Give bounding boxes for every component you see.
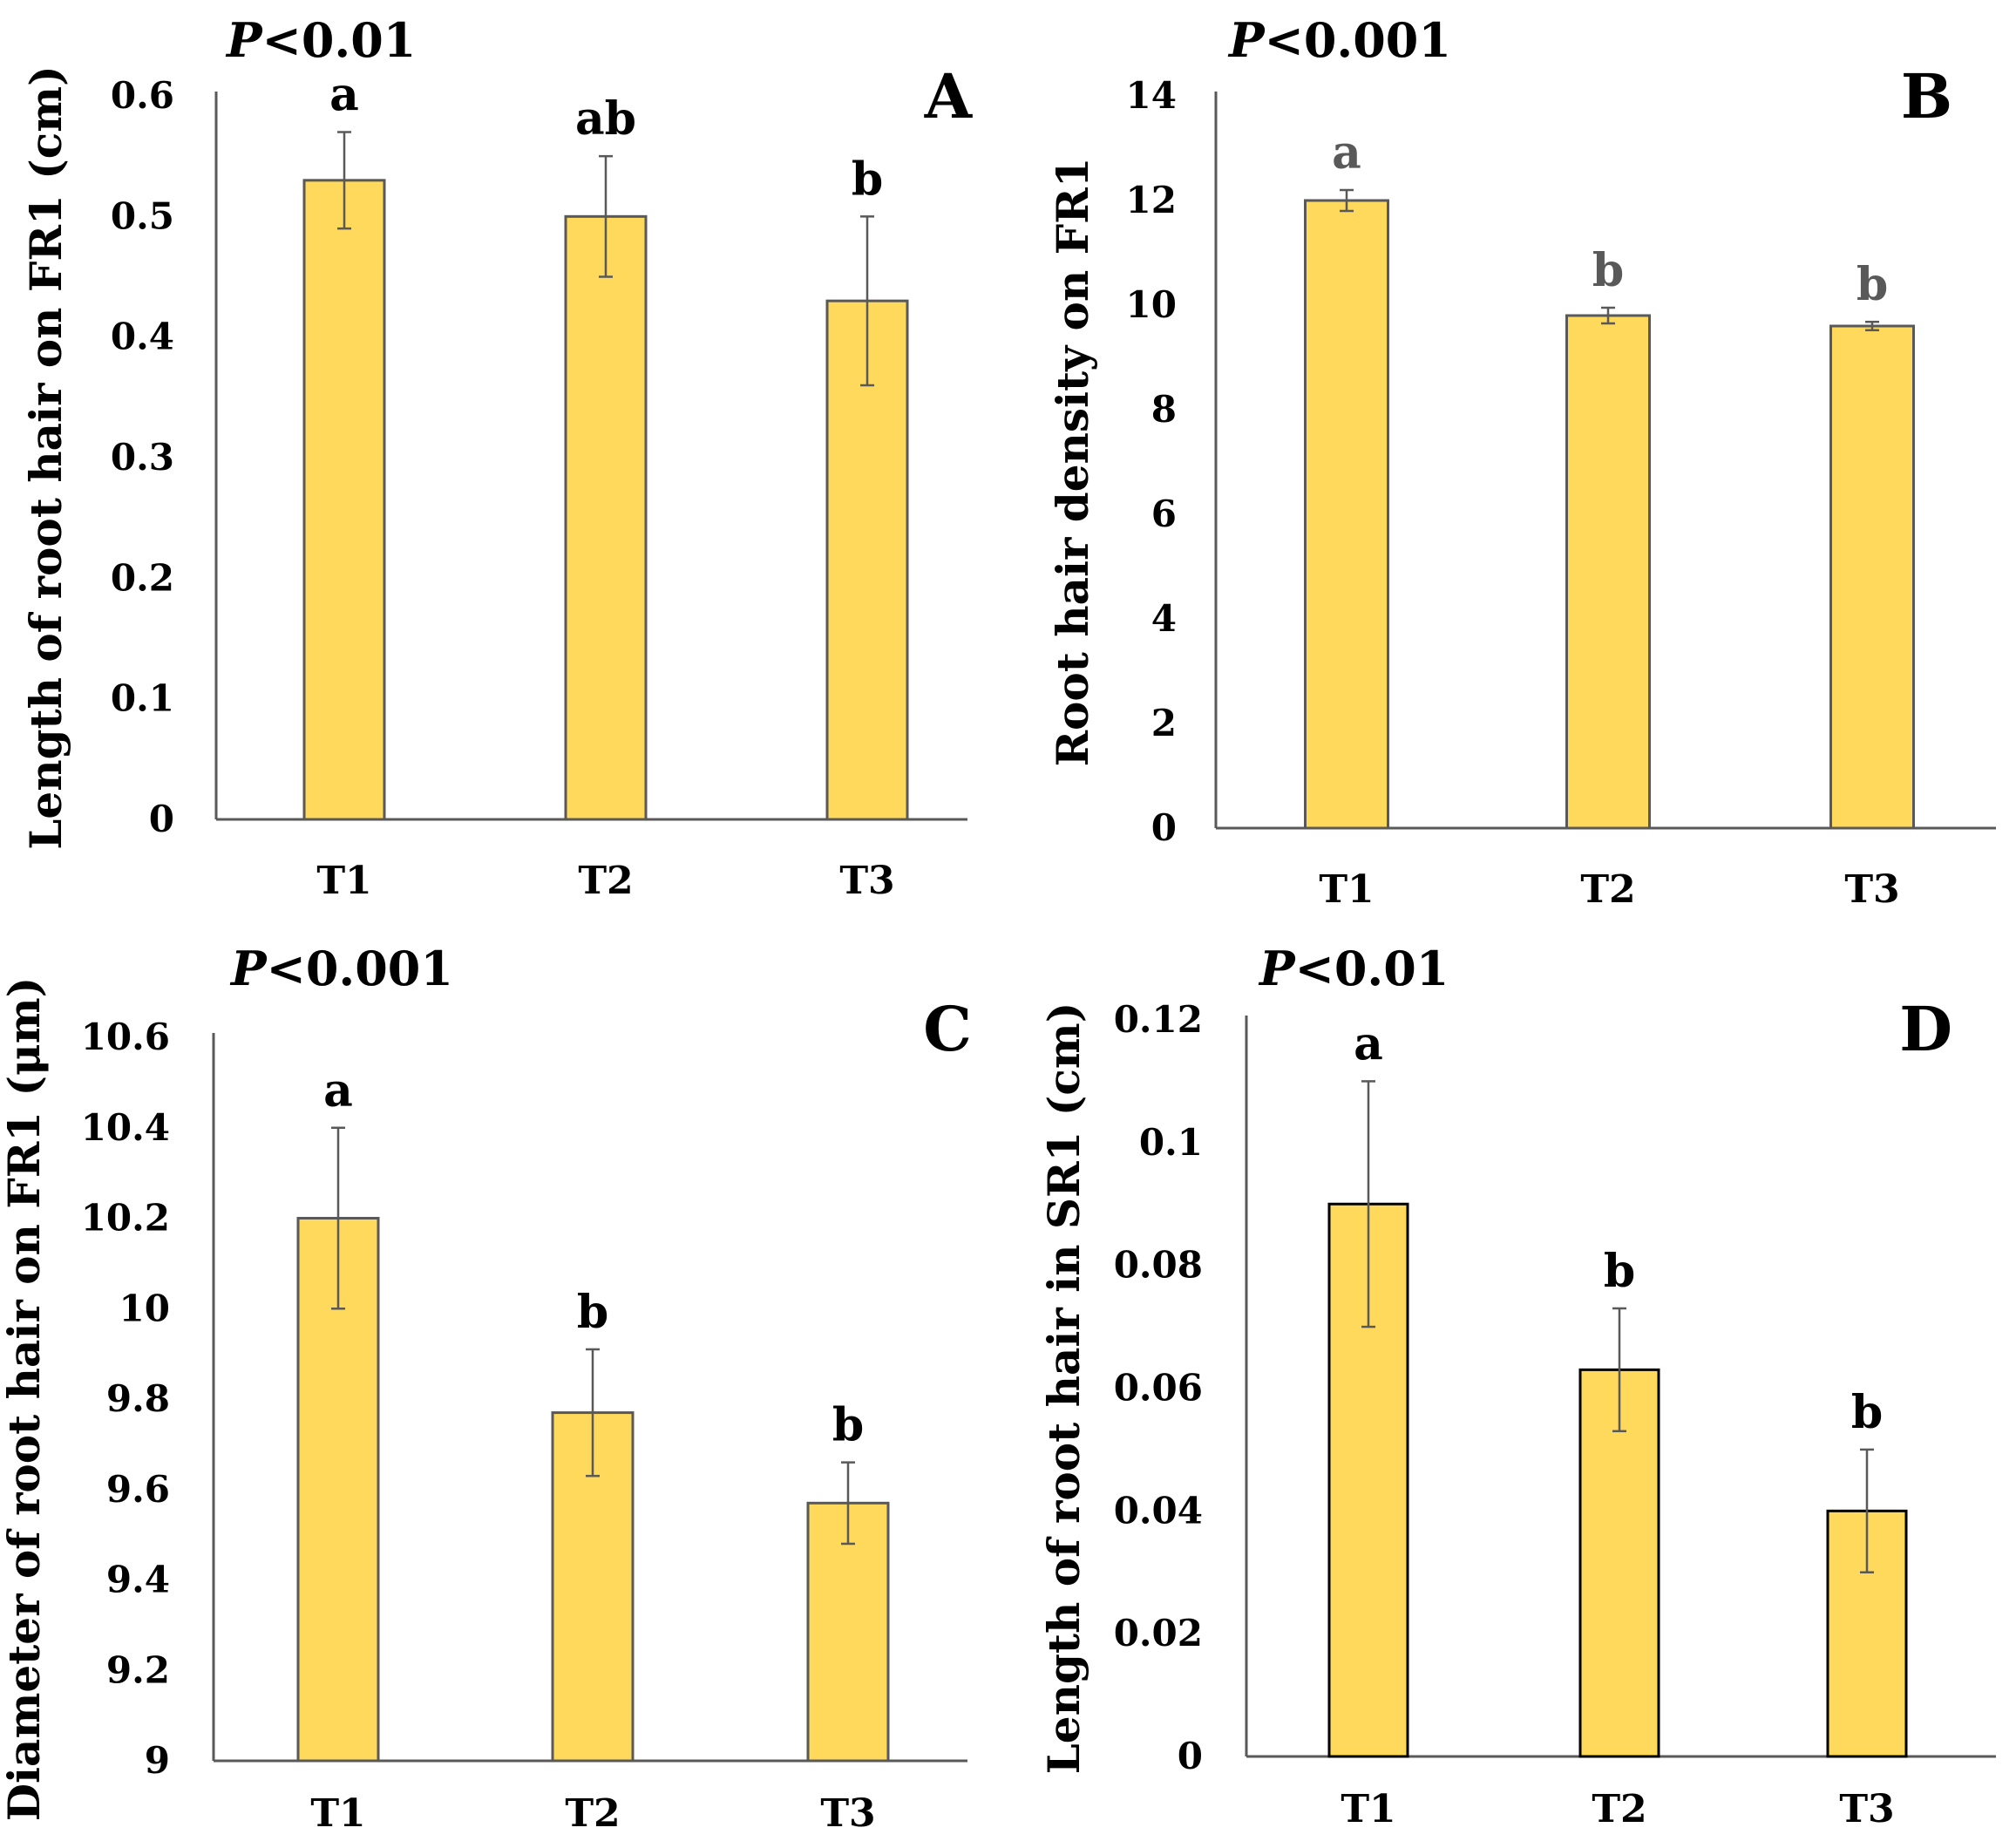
significance-letter-t2: ab	[575, 92, 636, 146]
x-tick-label-t2: T2	[565, 1791, 620, 1836]
y-axis-label: Length of root hair on FR1 (cm)	[20, 65, 71, 849]
x-tick-label-t1: T1	[310, 1791, 365, 1836]
y-tick-label: 9.6	[106, 1468, 170, 1511]
y-tick-label: 9.8	[106, 1377, 170, 1420]
bar-t1	[1304, 199, 1389, 830]
significance-letter-t1: a	[1354, 1017, 1383, 1070]
y-tick-label: 0.3	[111, 436, 174, 479]
p-value-label: P<0.001	[229, 941, 453, 996]
y-tick-label: 4	[1151, 597, 1177, 640]
x-tick-label-t2: T2	[1580, 867, 1635, 912]
bar-t3	[1829, 324, 1915, 830]
x-tick-label-t2: T2	[578, 859, 633, 903]
significance-letter-t1: a	[329, 69, 359, 122]
y-axis-label: Length of root hair in SR1 (cm)	[1038, 1002, 1089, 1775]
significance-letter-t3: b	[852, 153, 883, 206]
x-tick-label-t1: T1	[1319, 867, 1374, 912]
y-tick-label: 0	[1178, 1735, 1203, 1777]
bar-t3	[825, 299, 909, 821]
chart-panel-c: 9 9.2 9.4 9.6 9.8 10 10.2 10.4 10.6 Diameter of r…	[0, 941, 972, 1836]
y-tick-label: 14	[1126, 74, 1177, 117]
x-tick-label-t1: T1	[316, 859, 371, 903]
p-value-symbol: P	[225, 12, 263, 68]
panel-letter: B	[1901, 60, 1952, 132]
bar-t1	[302, 179, 386, 821]
chart-panel-a: 0 0.1 0.2 0.3 0.4 0.5 0.6 Length of root hair o…	[20, 12, 974, 903]
p-value-symbol: P	[1258, 941, 1296, 996]
bar-t2	[1565, 314, 1651, 830]
x-tick-label-t3: T3	[820, 1791, 875, 1836]
p-value-label: P<0.01	[1258, 941, 1449, 996]
x-tick-label-t3: T3	[839, 859, 894, 903]
p-value-label: P<0.001	[1227, 12, 1451, 68]
y-tick-label: 2	[1151, 702, 1177, 744]
y-tick-label: 0.1	[111, 677, 174, 720]
y-tick-label: 9.2	[106, 1648, 170, 1691]
significance-letter-t1: a	[1332, 126, 1361, 180]
significance-letter-t1: a	[323, 1064, 353, 1118]
significance-letter-t3: b	[832, 1399, 864, 1452]
p-value-threshold: <0.01	[1295, 941, 1449, 996]
y-tick-label: 10.4	[81, 1106, 170, 1149]
y-tick-label: 9.4	[106, 1559, 170, 1601]
y-tick-label: 0.08	[1114, 1244, 1203, 1287]
significance-letter-t3: b	[1851, 1386, 1883, 1439]
y-tick-label: 0.12	[1114, 998, 1203, 1041]
p-value-threshold: <0.001	[267, 941, 453, 996]
y-tick-label: 9	[145, 1739, 170, 1782]
p-value-label: P<0.01	[225, 12, 416, 68]
significance-letter-t2: b	[1592, 244, 1624, 297]
significance-letter-t2: b	[1604, 1245, 1635, 1298]
y-tick-label: 0.1	[1139, 1121, 1203, 1164]
p-value-symbol: P	[229, 941, 268, 996]
y-tick-label: 0.02	[1114, 1612, 1203, 1654]
x-tick-label-t3: T3	[1839, 1787, 1894, 1831]
y-tick-label: 10.2	[81, 1197, 170, 1240]
significance-letter-t2: b	[577, 1286, 608, 1339]
bar-t2	[564, 214, 648, 821]
y-tick-label: 0	[149, 798, 174, 840]
y-tick-label: 6	[1151, 493, 1177, 535]
x-tick-label-t2: T2	[1592, 1787, 1646, 1831]
x-tick-label-t3: T3	[1844, 867, 1899, 912]
p-value-threshold: <0.001	[1265, 12, 1451, 68]
x-tick-label-t1: T1	[1341, 1787, 1395, 1831]
p-value-threshold: <0.01	[262, 12, 417, 68]
significance-letter-t3: b	[1856, 258, 1888, 311]
panel-letter: C	[923, 993, 972, 1065]
panel-letter: A	[924, 60, 974, 132]
y-tick-label: 10.6	[81, 1016, 170, 1058]
y-tick-label: 8	[1151, 388, 1177, 431]
y-axis-label: Diameter of root hair on FR1 (μm)	[0, 977, 50, 1822]
y-tick-label: 0.4	[111, 316, 174, 358]
y-tick-label: 0.04	[1114, 1489, 1203, 1532]
y-tick-label: 10	[1126, 283, 1177, 326]
panel-letter: D	[1899, 993, 1952, 1065]
chart-panel-d: 0 0.02 0.04 0.06 0.08 0.1 0.12 Length of root h…	[1038, 941, 1996, 1831]
y-tick-label: 0.6	[111, 74, 174, 117]
y-tick-label: 0.5	[111, 194, 174, 237]
chart-panel-b: 0 2 4 6 8 10 12 14 Root hair density on FR1 P<0.0…	[1047, 12, 1996, 912]
bar-t2	[1578, 1368, 1660, 1758]
y-tick-label: 0.2	[111, 556, 174, 599]
y-axis-label: Root hair density on FR1	[1047, 157, 1098, 766]
y-tick-label: 10	[119, 1287, 170, 1329]
y-tick-label: 0.06	[1114, 1367, 1203, 1410]
y-tick-label: 12	[1126, 179, 1177, 221]
p-value-symbol: P	[1227, 12, 1266, 68]
y-tick-label: 0	[1151, 806, 1177, 849]
